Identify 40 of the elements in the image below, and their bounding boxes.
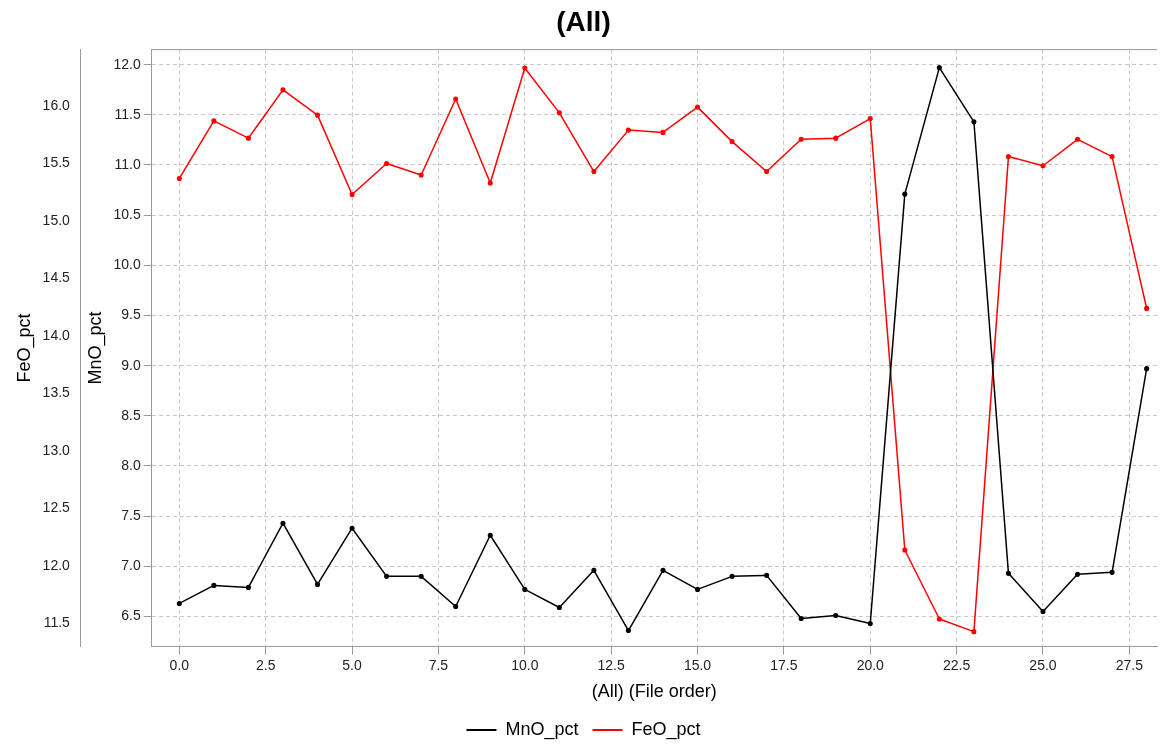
x-tick-label: 22.5 <box>943 656 971 673</box>
x-tick-label: 20.0 <box>856 656 885 673</box>
y-tick-label: 12.0 <box>113 55 141 72</box>
x-tick-label: 7.5 <box>428 656 449 673</box>
y2-tick-label: 15.0 <box>42 211 71 228</box>
x-axis-title: (All) (File order) <box>591 681 717 702</box>
y-tick-label: 6.5 <box>121 607 141 624</box>
y2-tick-label: 13.5 <box>42 384 71 401</box>
y-tick-label: 8.5 <box>121 406 141 423</box>
y2-tick-label: 14.5 <box>42 269 71 286</box>
y2-axis-title: FeO_pct <box>13 313 35 383</box>
y2-tick-label: 13.0 <box>42 441 71 458</box>
x-tick-label: 15.0 <box>683 656 712 673</box>
y2-tick-label: 11.5 <box>43 614 71 631</box>
y-tick-label: 11.0 <box>114 155 141 172</box>
x-tick-label: 12.5 <box>597 656 625 673</box>
x-tick-label: 5.0 <box>342 656 363 673</box>
x-tick-label: 0.0 <box>169 656 190 673</box>
y-tick-label: 8.0 <box>121 456 141 473</box>
x-tick-label: 17.5 <box>770 656 798 673</box>
y2-tick-label: 12.0 <box>42 556 71 573</box>
y-tick-label: 11.5 <box>114 105 141 122</box>
y-tick-label: 7.5 <box>121 507 141 524</box>
x-tick-label: 25.0 <box>1029 656 1057 673</box>
y-tick-label: 10.5 <box>113 206 141 223</box>
x-tick-label: 2.5 <box>255 656 276 673</box>
y2-tick-label: 12.5 <box>42 499 71 516</box>
x-tick-label: 10.0 <box>511 656 539 673</box>
y-tick-label: 9.5 <box>121 306 141 323</box>
legend-label: MnO_pct <box>505 718 579 740</box>
y-tick-label: 9.0 <box>121 356 141 373</box>
y-tick-label: 10.0 <box>113 256 141 273</box>
chart-title: (All) <box>556 5 611 37</box>
x-tick-label: 27.5 <box>1115 656 1144 673</box>
y-axis-title: MnO_pct <box>84 311 106 385</box>
y2-tick-label: 14.0 <box>42 326 71 343</box>
y-tick-label: 7.0 <box>121 557 141 574</box>
y2-tick-label: 16.0 <box>42 96 71 113</box>
legend-label: FeO_pct <box>631 718 701 740</box>
y2-tick-label: 15.5 <box>42 154 71 171</box>
